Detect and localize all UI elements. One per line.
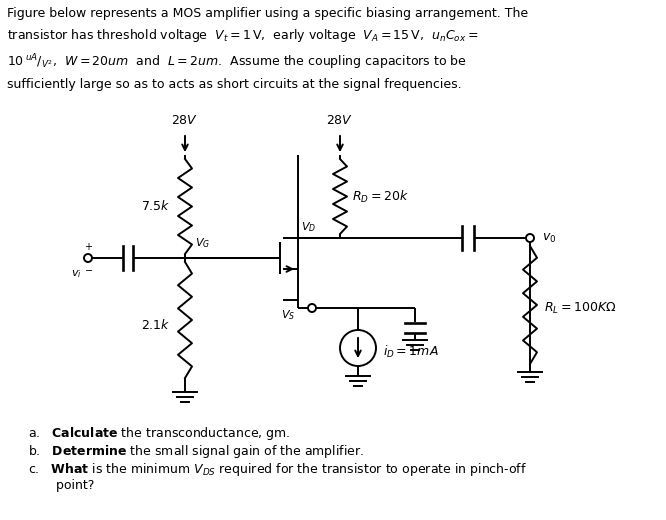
Text: a.   $\mathbf{Calculate}$ the transconductance, gm.: a. $\mathbf{Calculate}$ the transconduct… — [28, 425, 290, 442]
Text: $i_D = 1mA$: $i_D = 1mA$ — [383, 344, 439, 360]
Text: $+$: $+$ — [85, 241, 93, 253]
Text: $V_D$: $V_D$ — [301, 220, 316, 234]
Text: $v_0$: $v_0$ — [542, 231, 556, 244]
Text: $28V$: $28V$ — [171, 114, 198, 127]
Text: $R_L = 100K\Omega$: $R_L = 100K\Omega$ — [544, 301, 617, 316]
Text: $R_D{=}20k$: $R_D{=}20k$ — [352, 188, 409, 204]
Text: point?: point? — [28, 479, 95, 492]
Text: $V_G$: $V_G$ — [195, 236, 210, 250]
Text: b.   $\mathbf{Determine}$ the small signal gain of the amplifier.: b. $\mathbf{Determine}$ the small signal… — [28, 443, 364, 460]
Text: $V_S$: $V_S$ — [280, 308, 295, 322]
Text: $-$: $-$ — [85, 264, 93, 274]
Text: $7.5k$: $7.5k$ — [141, 200, 171, 214]
Text: $v_i$: $v_i$ — [71, 268, 81, 280]
Text: Figure below represents a MOS amplifier using a specific biasing arrangement. Th: Figure below represents a MOS amplifier … — [7, 7, 528, 91]
Text: c.   $\mathbf{What}$ is the minimum $V_{DS}$ required for the transistor to oper: c. $\mathbf{What}$ is the minimum $V_{DS… — [28, 461, 527, 478]
Text: $2.1k$: $2.1k$ — [141, 318, 171, 332]
Text: $28V$: $28V$ — [326, 114, 354, 127]
